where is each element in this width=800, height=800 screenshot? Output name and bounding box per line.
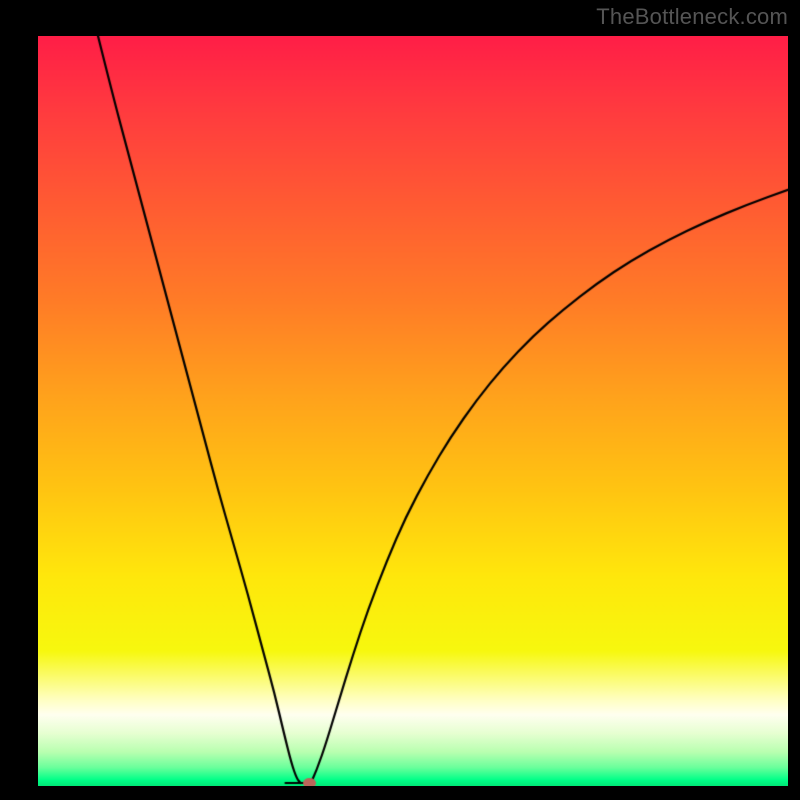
plot-area bbox=[38, 36, 788, 786]
chart-container: TheBottleneck.com bbox=[0, 0, 800, 800]
watermark-text: TheBottleneck.com bbox=[596, 4, 788, 30]
marker-dot bbox=[38, 36, 788, 786]
